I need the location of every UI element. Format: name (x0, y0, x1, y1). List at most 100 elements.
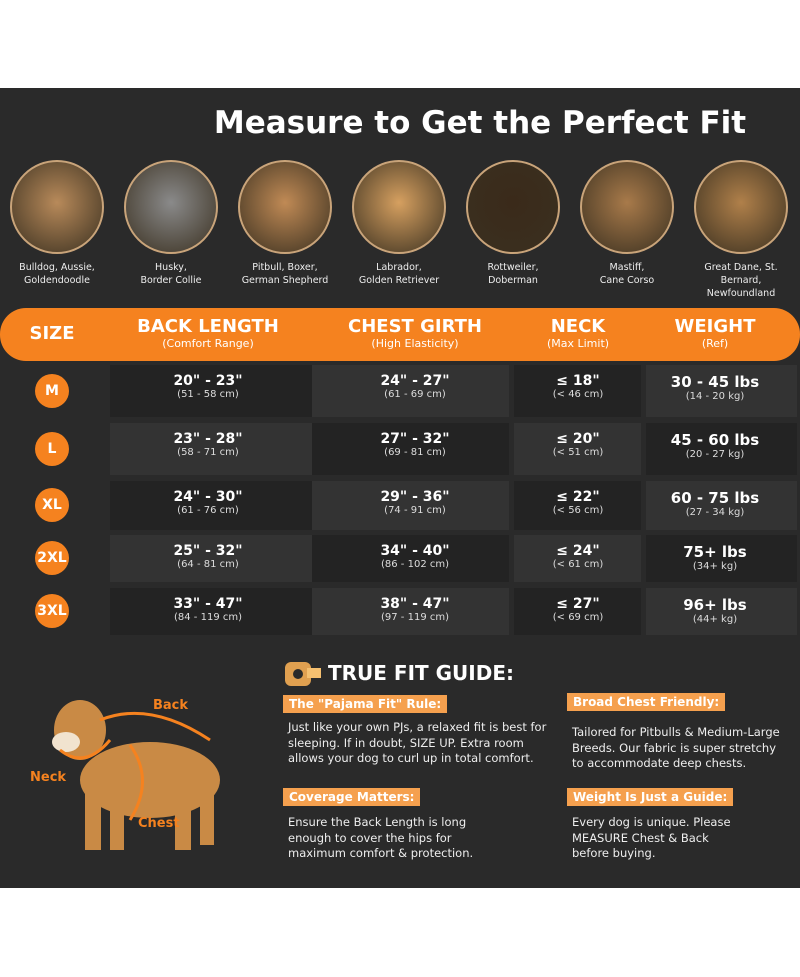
cell-metric: (44+ kg) (692, 614, 738, 625)
breed-line: Bulldog, Aussie, (19, 262, 95, 273)
row-cell-bg (312, 481, 509, 530)
table-cell: 33" - 47" (84 - 119 cm) (118, 596, 298, 623)
cell-main: 20" - 23" (173, 373, 243, 389)
breed-label: Bulldog, Aussie, Goldendoodle (1, 261, 113, 287)
table-cell: 27" - 32" (69 - 81 cm) (325, 431, 505, 458)
section-heading: Broad Chest Friendly: (567, 693, 726, 711)
table-cell: 25" - 32" (64 - 81 cm) (118, 543, 298, 570)
cell-metric: (27 - 34 kg) (685, 507, 745, 518)
cell-metric: (74 - 91 cm) (384, 505, 446, 516)
row-cell-bg (110, 588, 317, 635)
breed-line: German Shepherd (241, 275, 329, 286)
cell-metric: (34+ kg) (692, 561, 738, 572)
table-cell: 96+ lbs (44+ kg) (625, 596, 800, 625)
body-line: allows your dog to curl up in total comf… (288, 751, 534, 765)
cell-metric: (84 - 119 cm) (174, 612, 242, 623)
size-badge: 3XL (35, 594, 69, 628)
cell-main: 30 - 45 lbs (670, 373, 760, 391)
breed-line: Husky, (155, 262, 187, 273)
row-cell-bg (646, 588, 797, 635)
row-cell-bg (646, 423, 797, 475)
header-sub: (High Elasticity) (371, 337, 459, 350)
column-header: CHEST GIRTH (High Elasticity) (315, 316, 515, 350)
table-cell: ≤ 18" (< 46 cm) (488, 373, 668, 400)
table-cell: 24" - 30" (61 - 76 cm) (118, 489, 298, 516)
breed-line: Border Collie (140, 275, 202, 286)
row-cell-bg (110, 535, 317, 582)
cell-metric: (69 - 81 cm) (384, 447, 446, 458)
size-badge: M (35, 373, 69, 408)
table-cell: ≤ 27" (< 69 cm) (488, 596, 668, 623)
cell-main: 24" - 30" (173, 489, 243, 505)
body-line: maximum comfort & protection. (288, 846, 474, 860)
table-cell: ≤ 20" (< 51 cm) (488, 431, 668, 458)
cell-main: 34" - 40" (380, 543, 450, 559)
table-cell: 34" - 40" (86 - 102 cm) (325, 543, 505, 570)
body-line: Just like your own PJs, a relaxed fit is… (288, 720, 547, 734)
dog-label: Neck (30, 770, 67, 785)
breed-label: Great Dane, St. Bernard, Newfoundland (685, 261, 797, 300)
cell-metric: (< 46 cm) (552, 389, 604, 400)
cell-main: 45 - 60 lbs (670, 431, 760, 449)
section-heading: Coverage Matters: (283, 788, 421, 806)
cell-main: 23" - 28" (173, 431, 243, 447)
table-cell: 45 - 60 lbs (20 - 27 kg) (625, 431, 800, 460)
body-line: Breeds. Our fabric is super stretchy (572, 740, 776, 755)
body-line: Every dog is unique. Please (572, 815, 731, 829)
breed-line: Doberman (488, 275, 538, 286)
body-line: MEASURE Chest & Back (572, 830, 709, 845)
cell-metric: (58 - 71 cm) (177, 447, 239, 458)
cell-main: 29" - 36" (380, 489, 450, 505)
header-title: WEIGHT (674, 316, 756, 337)
row-cell-bg (110, 423, 317, 475)
body-line: Ensure the Back Length is long (288, 815, 467, 829)
body-line: sleeping. If in doubt, SIZE UP. Extra ro… (288, 735, 524, 750)
column-header: WEIGHT (Ref) (615, 316, 800, 350)
size-badge: 2XL (35, 541, 69, 575)
cell-main: ≤ 24" (556, 543, 600, 559)
cell-main: ≤ 18" (556, 373, 600, 389)
row-cell-bg (514, 423, 641, 475)
tape-icon (285, 662, 321, 686)
column-header: NECK (Max Limit) (478, 316, 678, 350)
dog-photo (238, 160, 332, 254)
cell-metric: (< 61 cm) (552, 559, 604, 570)
section-heading: Weight Is Just a Guide: (567, 788, 734, 806)
row-cell-bg (312, 423, 509, 475)
cell-main: 27" - 32" (380, 431, 450, 447)
dog-photo (10, 160, 104, 254)
table-cell: ≤ 24" (< 61 cm) (488, 543, 668, 570)
cell-metric: (< 56 cm) (552, 505, 604, 516)
header-title: CHEST GIRTH (348, 316, 482, 337)
cell-main: 96+ lbs (683, 596, 747, 614)
cell-main: 33" - 47" (173, 596, 243, 612)
section-body: Just like your own PJs, a relaxed fit is… (288, 720, 546, 767)
cell-metric: (86 - 102 cm) (381, 559, 449, 570)
row-cell-bg (514, 535, 641, 582)
table-cell: 29" - 36" (74 - 91 cm) (325, 489, 505, 516)
cell-main: ≤ 27" (556, 596, 600, 612)
table-cell: 60 - 75 lbs (27 - 34 kg) (625, 489, 800, 518)
header-sub: (Max Limit) (546, 337, 610, 350)
dog-photo (580, 160, 674, 254)
section-heading: The "Pajama Fit" Rule: (283, 695, 448, 713)
breed-line: Pitbull, Boxer, (252, 262, 318, 273)
row-cell-bg (110, 365, 317, 417)
header-title: BACK LENGTH (137, 316, 279, 337)
header-title: SIZE (29, 323, 75, 344)
cell-metric: (20 - 27 kg) (685, 449, 745, 460)
guide-title: TRUE FIT GUIDE: (328, 661, 514, 685)
header-sub: (Ref) (701, 337, 729, 350)
size-badge: XL (35, 488, 69, 522)
section-body: Ensure the Back Length is long enough to … (288, 815, 473, 862)
cell-main: 75+ lbs (683, 543, 747, 561)
breed-line: Bernard, Newfoundland (706, 275, 776, 299)
header-title: NECK (550, 316, 606, 337)
dog-photo (352, 160, 446, 254)
cell-main: ≤ 22" (556, 489, 600, 505)
column-header: SIZE (0, 323, 152, 344)
cell-metric: (14 - 20 kg) (685, 391, 745, 402)
cell-metric: (61 - 69 cm) (384, 389, 446, 400)
header-bar (0, 308, 800, 361)
